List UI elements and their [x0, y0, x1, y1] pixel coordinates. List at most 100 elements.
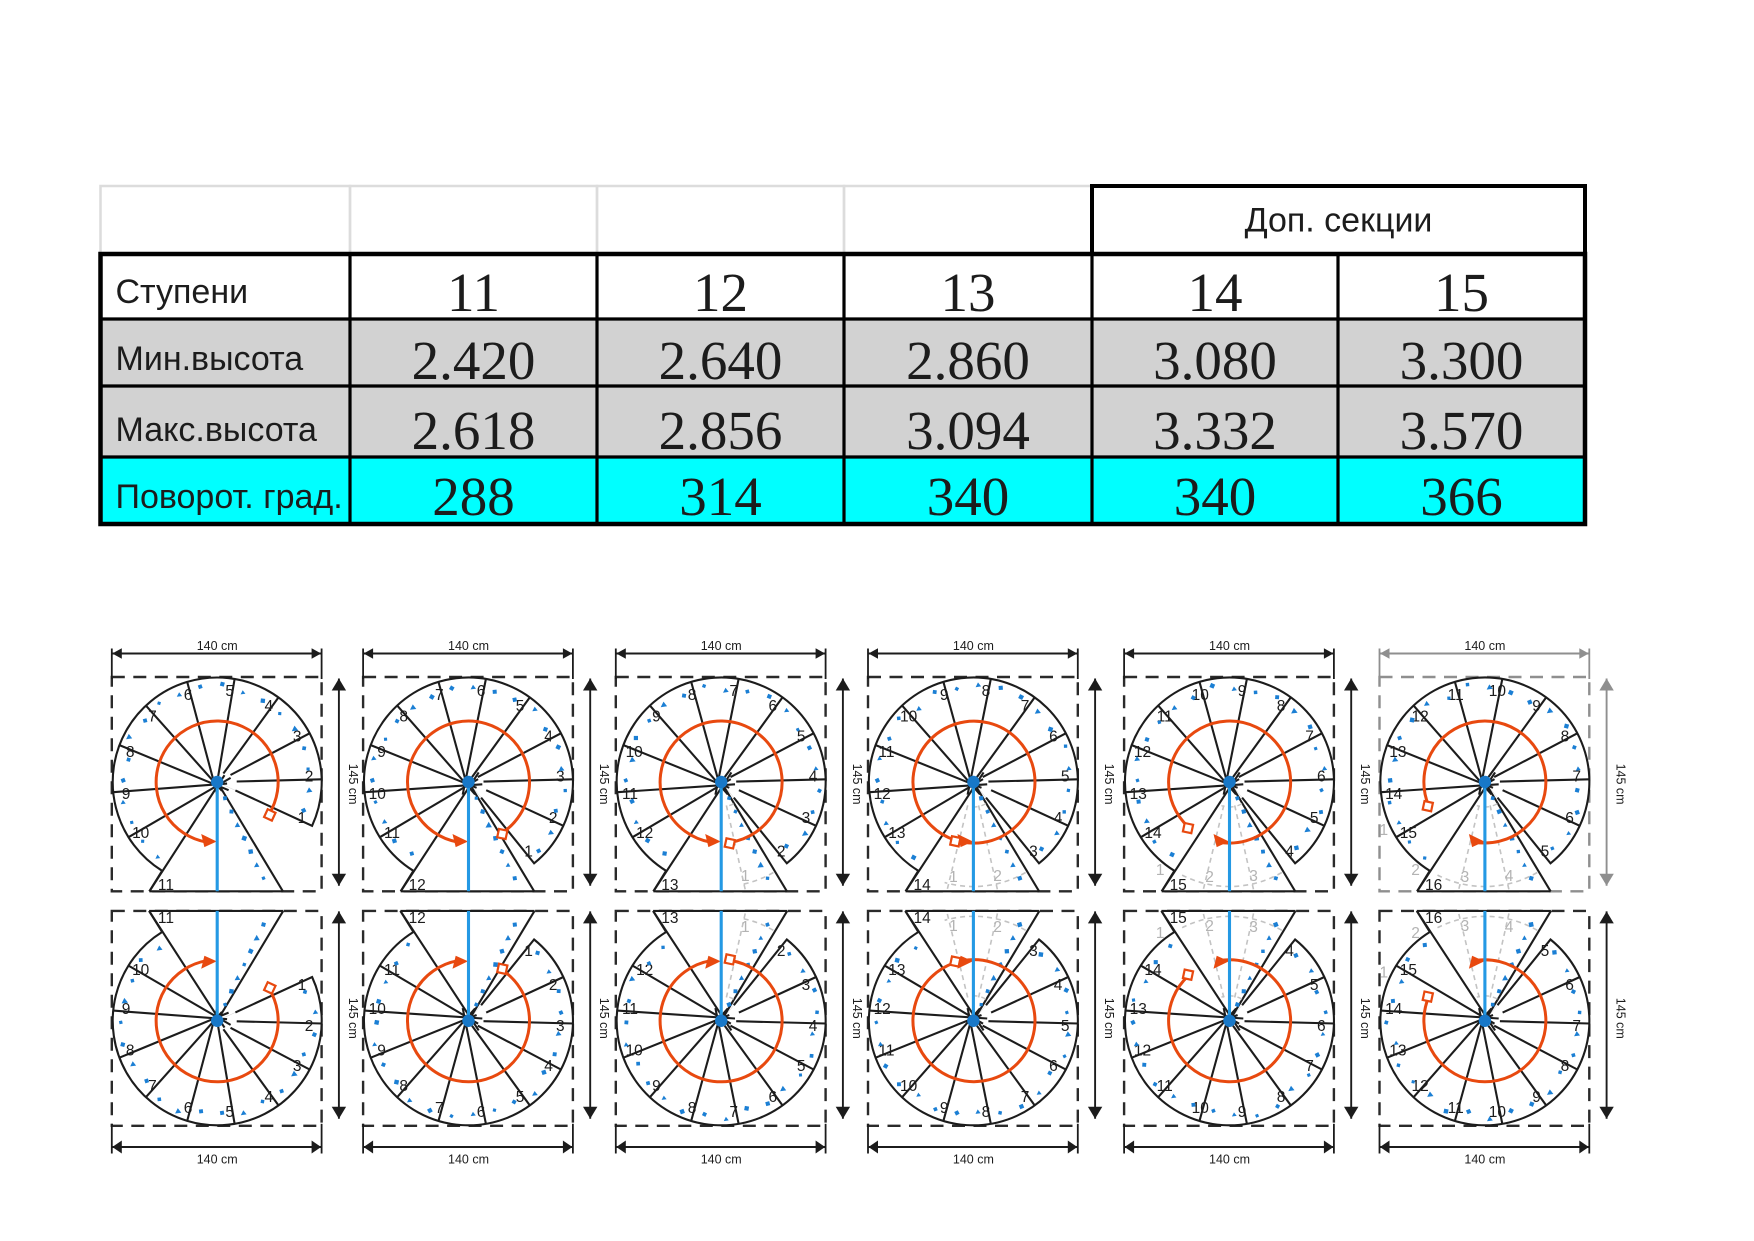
svg-text:6: 6 — [1565, 810, 1574, 827]
svg-text:13: 13 — [1130, 1001, 1147, 1018]
svg-text:145 cm: 145 cm — [1358, 998, 1372, 1039]
svg-text:6: 6 — [1049, 729, 1058, 746]
svg-text:1: 1 — [741, 868, 750, 885]
svg-text:10: 10 — [1489, 683, 1507, 700]
svg-text:2: 2 — [1411, 925, 1420, 942]
svg-text:Мин.высота: Мин.высота — [116, 340, 304, 378]
svg-text:11: 11 — [447, 262, 500, 323]
svg-text:3.080: 3.080 — [1153, 330, 1277, 391]
svg-text:145 cm: 145 cm — [1358, 764, 1372, 805]
svg-text:7: 7 — [148, 1078, 157, 1095]
svg-text:15: 15 — [1170, 877, 1187, 894]
svg-text:15: 15 — [1434, 262, 1489, 323]
svg-text:7: 7 — [1305, 1058, 1314, 1075]
svg-text:140 cm: 140 cm — [1464, 1153, 1505, 1167]
svg-text:10: 10 — [900, 1078, 918, 1095]
svg-text:12: 12 — [693, 262, 748, 323]
svg-text:1: 1 — [524, 943, 533, 960]
svg-text:8: 8 — [399, 1078, 408, 1095]
svg-text:3: 3 — [556, 769, 565, 786]
svg-text:10: 10 — [626, 1043, 644, 1060]
svg-text:145 cm: 145 cm — [1614, 998, 1628, 1039]
svg-text:13: 13 — [1130, 786, 1147, 803]
svg-text:145 cm: 145 cm — [1102, 998, 1116, 1039]
svg-text:145 cm: 145 cm — [1614, 764, 1628, 805]
svg-text:140 cm: 140 cm — [953, 639, 994, 653]
svg-text:5: 5 — [1541, 844, 1550, 861]
svg-text:7: 7 — [435, 687, 444, 704]
svg-text:1: 1 — [298, 810, 307, 827]
svg-text:7: 7 — [1305, 729, 1314, 746]
svg-text:2: 2 — [777, 943, 786, 960]
svg-text:Ступени: Ступени — [116, 273, 249, 311]
svg-text:10: 10 — [900, 709, 918, 726]
svg-text:140 cm: 140 cm — [448, 1153, 489, 1167]
svg-text:6: 6 — [477, 1104, 486, 1121]
svg-text:1: 1 — [949, 918, 958, 935]
svg-text:2: 2 — [993, 868, 1002, 885]
svg-text:6: 6 — [768, 1089, 777, 1106]
svg-text:13: 13 — [888, 962, 905, 979]
svg-text:Доп. секции: Доп. секции — [1245, 202, 1433, 240]
svg-text:11: 11 — [622, 786, 638, 803]
svg-text:145 cm: 145 cm — [597, 998, 611, 1039]
svg-text:2.856: 2.856 — [659, 400, 783, 461]
svg-text:366: 366 — [1420, 466, 1503, 527]
svg-text:8: 8 — [1277, 698, 1286, 715]
svg-text:12: 12 — [1134, 1043, 1151, 1060]
svg-text:10: 10 — [1192, 1100, 1210, 1117]
svg-text:12: 12 — [874, 786, 891, 803]
svg-text:5: 5 — [1310, 977, 1319, 994]
svg-text:1: 1 — [741, 919, 750, 936]
svg-text:3: 3 — [1461, 869, 1470, 886]
svg-text:2: 2 — [1205, 918, 1214, 935]
svg-text:7: 7 — [729, 1104, 738, 1121]
svg-text:3: 3 — [802, 977, 811, 994]
svg-text:140 cm: 140 cm — [1464, 639, 1505, 653]
svg-text:9: 9 — [377, 744, 386, 761]
svg-text:5: 5 — [1310, 810, 1319, 827]
svg-text:2.640: 2.640 — [659, 330, 783, 391]
svg-text:9: 9 — [652, 1078, 661, 1095]
svg-text:3: 3 — [293, 1058, 302, 1075]
svg-text:3: 3 — [556, 1018, 565, 1035]
svg-text:7: 7 — [729, 683, 738, 700]
svg-text:140 cm: 140 cm — [701, 639, 742, 653]
svg-text:10: 10 — [369, 1001, 387, 1018]
svg-text:14: 14 — [1385, 786, 1403, 803]
svg-text:7: 7 — [1572, 769, 1581, 786]
svg-text:2: 2 — [1411, 862, 1420, 879]
svg-text:13: 13 — [941, 262, 996, 323]
svg-text:4: 4 — [544, 1058, 553, 1075]
svg-text:140 cm: 140 cm — [701, 1153, 742, 1167]
svg-text:8: 8 — [126, 744, 135, 761]
svg-text:6: 6 — [1049, 1058, 1058, 1075]
svg-text:140 cm: 140 cm — [953, 1153, 994, 1167]
svg-text:15: 15 — [1170, 910, 1187, 927]
svg-text:7: 7 — [1572, 1018, 1581, 1035]
svg-text:10: 10 — [369, 786, 387, 803]
svg-text:12: 12 — [874, 1001, 891, 1018]
svg-text:3: 3 — [293, 729, 302, 746]
svg-text:8: 8 — [126, 1043, 135, 1060]
svg-text:145 cm: 145 cm — [346, 764, 360, 805]
svg-text:7: 7 — [1021, 1089, 1030, 1106]
svg-text:11: 11 — [1157, 1078, 1173, 1095]
svg-text:9: 9 — [940, 687, 949, 704]
svg-text:3: 3 — [1029, 943, 1038, 960]
svg-text:3.300: 3.300 — [1400, 330, 1524, 391]
svg-text:12: 12 — [1134, 744, 1151, 761]
svg-text:8: 8 — [982, 1104, 991, 1121]
svg-text:4: 4 — [544, 729, 553, 746]
svg-text:10: 10 — [1489, 1104, 1507, 1121]
svg-text:14: 14 — [913, 877, 931, 894]
svg-text:6: 6 — [1565, 977, 1574, 994]
svg-text:1: 1 — [1379, 965, 1388, 982]
svg-text:10: 10 — [132, 825, 150, 842]
svg-text:12: 12 — [636, 962, 653, 979]
svg-text:5: 5 — [797, 1058, 806, 1075]
svg-text:145 cm: 145 cm — [1102, 764, 1116, 805]
svg-text:15: 15 — [1400, 825, 1417, 842]
svg-text:9: 9 — [1532, 698, 1541, 715]
svg-text:4: 4 — [1054, 977, 1063, 994]
